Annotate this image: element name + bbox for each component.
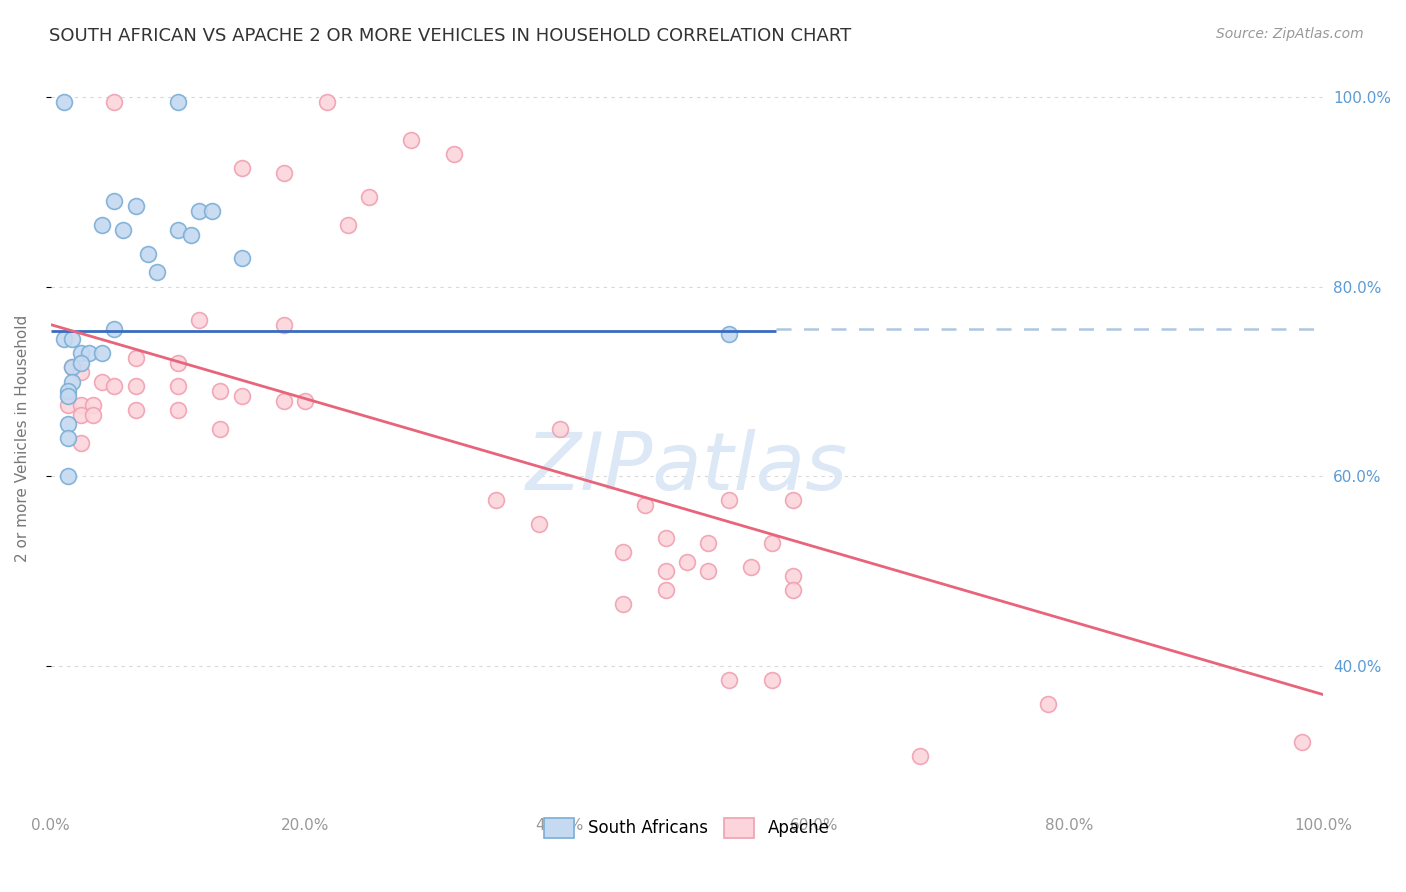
Point: [273, 318, 295, 332]
Point: [527, 516, 550, 531]
Point: [401, 133, 423, 147]
Point: [56, 417, 79, 432]
Point: [69, 365, 91, 379]
Point: [82, 408, 104, 422]
Text: SOUTH AFRICAN VS APACHE 2 OR MORE VEHICLES IN HOUSEHOLD CORRELATION CHART: SOUTH AFRICAN VS APACHE 2 OR MORE VEHICL…: [49, 27, 852, 45]
Point: [315, 95, 337, 109]
Point: [56, 432, 79, 446]
Point: [69, 398, 91, 412]
Point: [167, 95, 190, 109]
Point: [273, 166, 295, 180]
Point: [69, 408, 91, 422]
Point: [56, 469, 79, 483]
Y-axis label: 2 or more Vehicles in Household: 2 or more Vehicles in Household: [15, 315, 30, 562]
Point: [655, 564, 678, 578]
Point: [167, 223, 190, 237]
Point: [357, 189, 380, 203]
Point: [138, 246, 160, 260]
Point: [103, 322, 125, 336]
Text: ZIPatlas: ZIPatlas: [526, 429, 848, 507]
Point: [167, 379, 190, 393]
Point: [56, 384, 79, 398]
Point: [548, 422, 571, 436]
Point: [782, 493, 804, 508]
Point: [124, 199, 146, 213]
Point: [209, 422, 232, 436]
Point: [180, 227, 202, 242]
Point: [782, 583, 804, 598]
Point: [188, 313, 211, 327]
Point: [103, 194, 125, 209]
Point: [697, 536, 720, 550]
Point: [1291, 735, 1313, 749]
Point: [718, 673, 741, 688]
Point: [782, 569, 804, 583]
Point: [761, 673, 783, 688]
Point: [761, 536, 783, 550]
Text: Source: ZipAtlas.com: Source: ZipAtlas.com: [1216, 27, 1364, 41]
Point: [90, 375, 112, 389]
Point: [485, 493, 508, 508]
Point: [633, 498, 655, 512]
Point: [336, 218, 359, 232]
Point: [103, 379, 125, 393]
Point: [52, 95, 75, 109]
Point: [273, 393, 295, 408]
Point: [146, 265, 169, 279]
Point: [60, 360, 83, 375]
Point: [124, 379, 146, 393]
Point: [167, 403, 190, 417]
Point: [60, 332, 83, 346]
Point: [124, 351, 146, 365]
Point: [56, 398, 79, 412]
Point: [124, 403, 146, 417]
Point: [188, 203, 211, 218]
Point: [82, 398, 104, 412]
Point: [697, 564, 720, 578]
Point: [69, 436, 91, 450]
Point: [90, 346, 112, 360]
Point: [201, 203, 224, 218]
Point: [60, 360, 83, 375]
Point: [1036, 697, 1059, 711]
Point: [77, 346, 100, 360]
Point: [655, 583, 678, 598]
Point: [910, 749, 932, 764]
Point: [209, 384, 232, 398]
Point: [740, 559, 762, 574]
Point: [52, 332, 75, 346]
Point: [111, 223, 134, 237]
Legend: South Africans, Apache: South Africans, Apache: [537, 811, 837, 845]
Point: [69, 346, 91, 360]
Point: [443, 147, 465, 161]
Point: [718, 327, 741, 342]
Point: [231, 389, 253, 403]
Point: [167, 355, 190, 369]
Point: [676, 555, 699, 569]
Point: [60, 375, 83, 389]
Point: [612, 545, 634, 559]
Point: [90, 218, 112, 232]
Point: [231, 252, 253, 266]
Point: [231, 161, 253, 175]
Point: [56, 389, 79, 403]
Point: [655, 531, 678, 545]
Point: [294, 393, 316, 408]
Point: [103, 95, 125, 109]
Point: [718, 493, 741, 508]
Point: [69, 355, 91, 369]
Point: [612, 598, 634, 612]
